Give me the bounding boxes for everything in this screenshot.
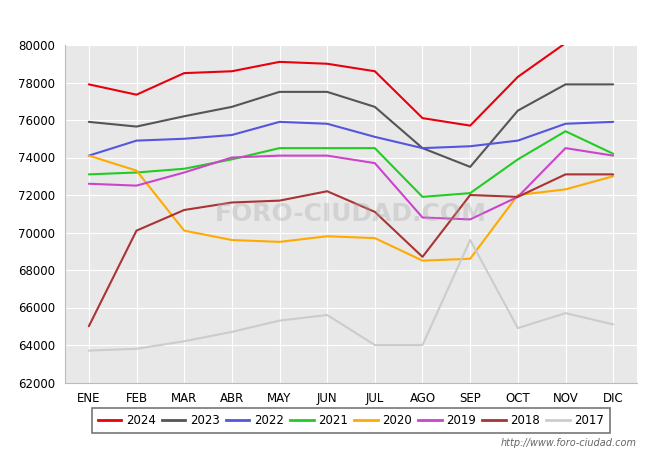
- Legend: 2024, 2023, 2022, 2021, 2020, 2019, 2018, 2017: 2024, 2023, 2022, 2021, 2020, 2019, 2018…: [92, 408, 610, 433]
- Text: FORO-CIUDAD.COM: FORO-CIUDAD.COM: [215, 202, 487, 226]
- Text: http://www.foro-ciudad.com: http://www.foro-ciudad.com: [501, 438, 637, 448]
- Text: Afiliados en Sabadell a 30/11/2024: Afiliados en Sabadell a 30/11/2024: [168, 9, 482, 27]
